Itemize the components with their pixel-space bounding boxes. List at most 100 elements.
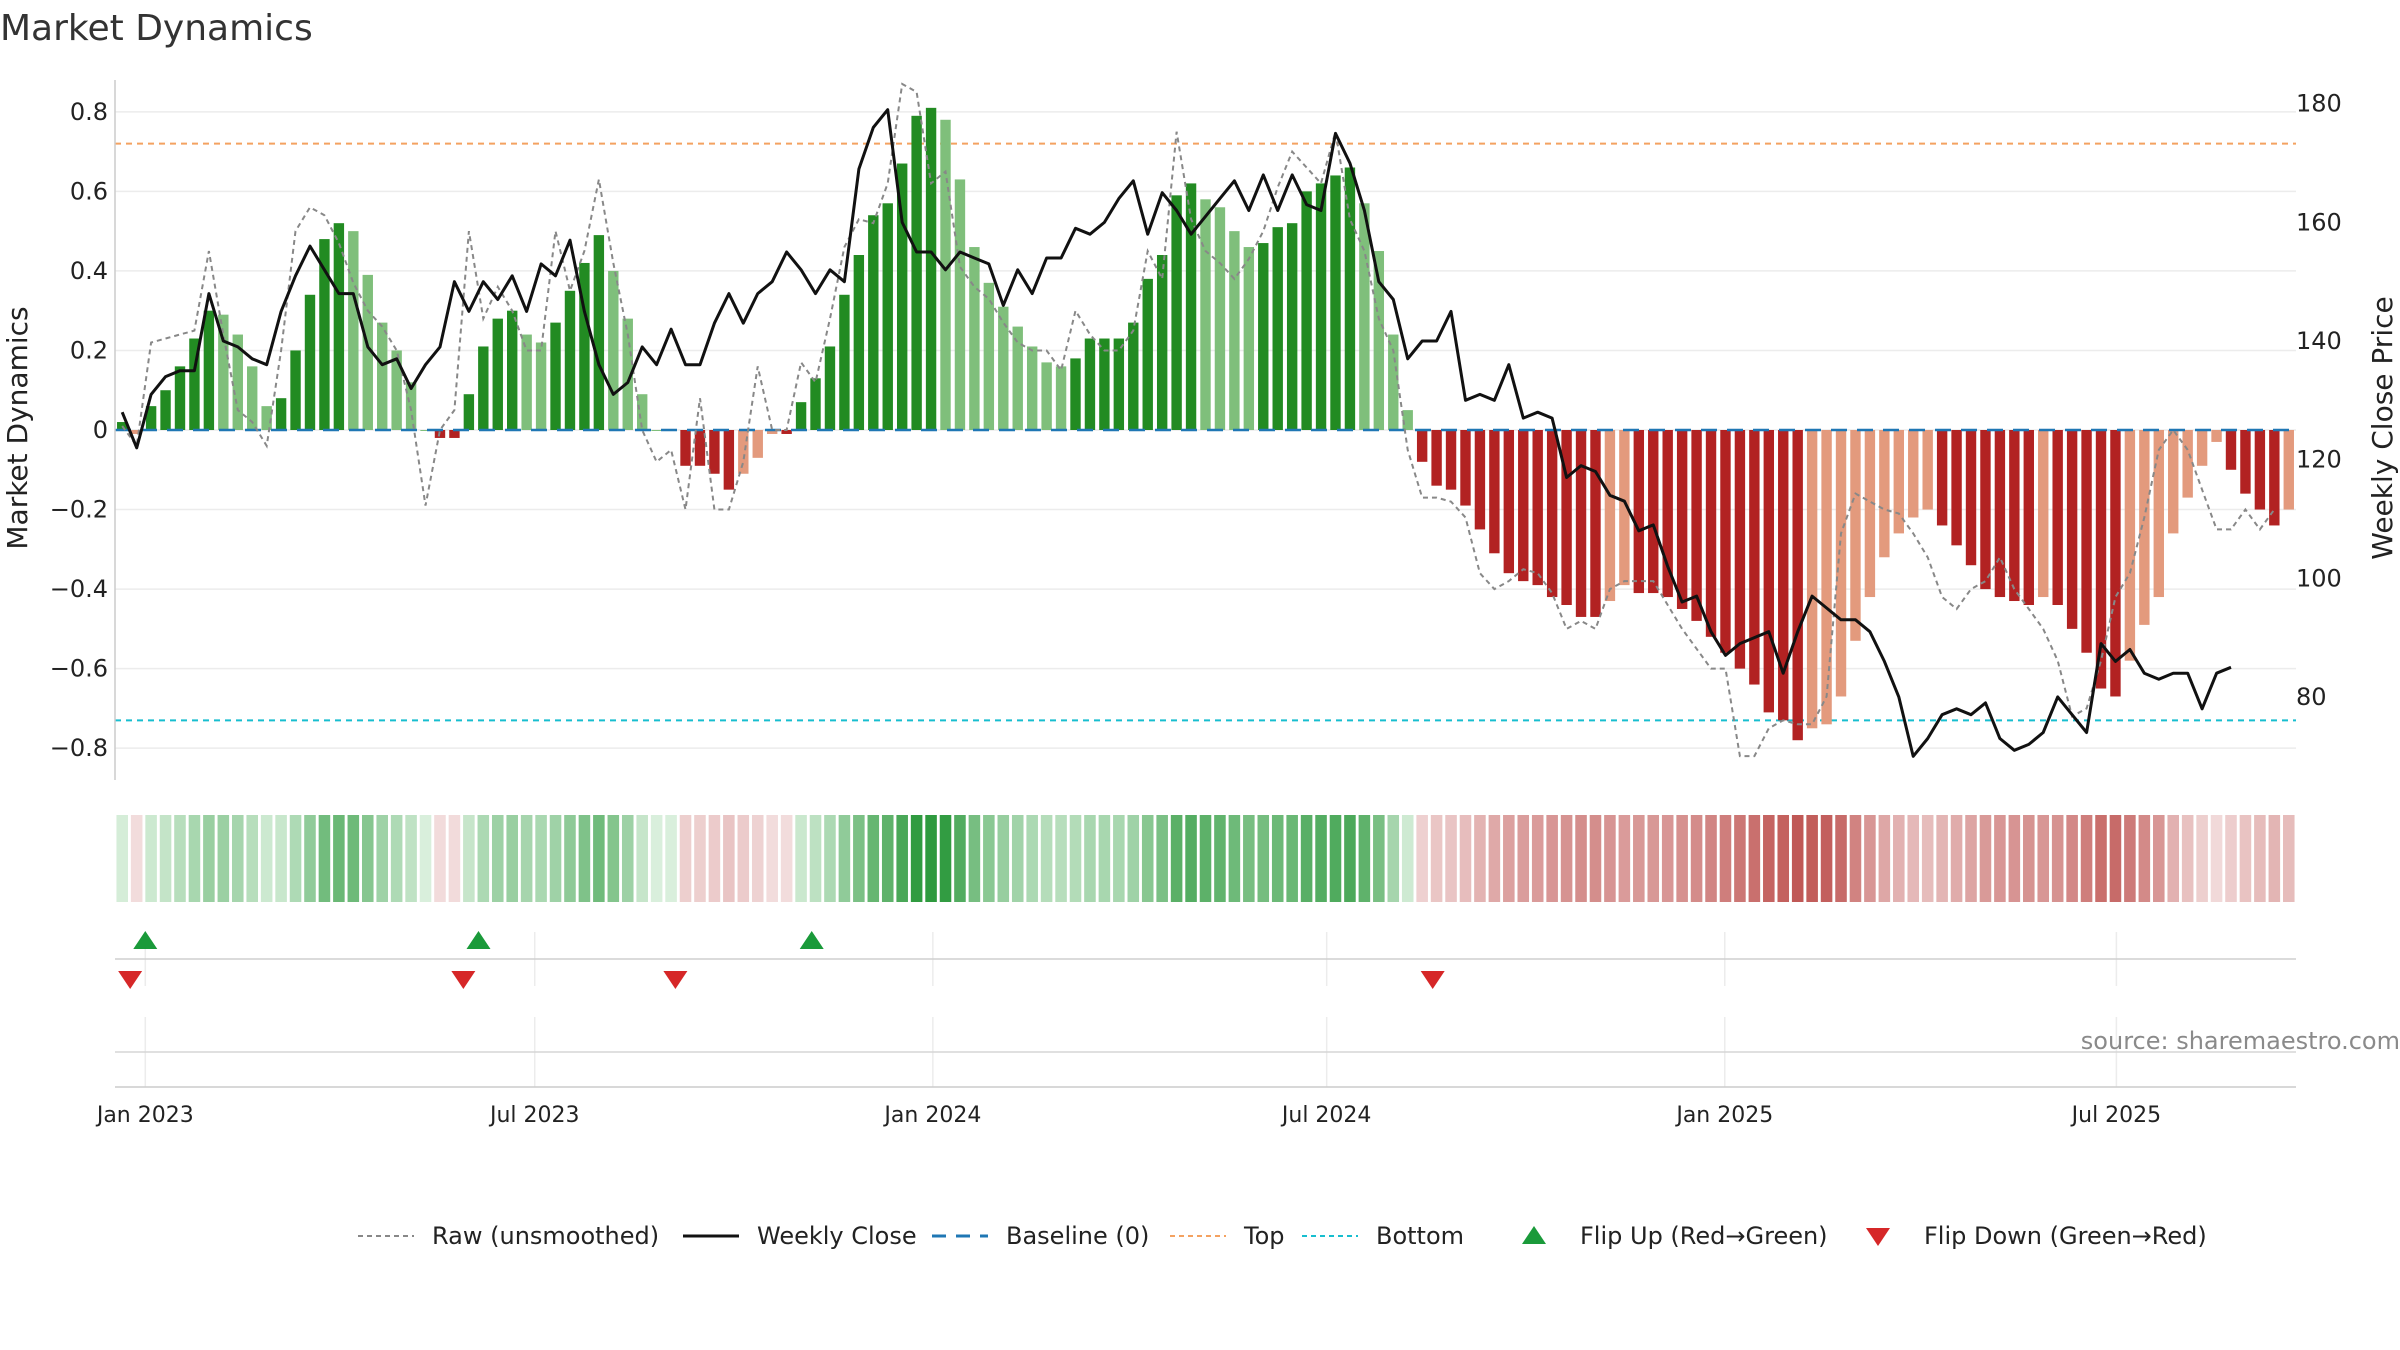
- heat-strip-cell: [1055, 815, 1067, 902]
- legend-label: Flip Up (Red→Green): [1580, 1222, 1828, 1250]
- heat-strip-cell: [434, 815, 446, 902]
- momentum-bar: [723, 430, 735, 490]
- x-tick-label: Jan 2023: [95, 1103, 194, 1128]
- y-tick-label-left: −0.6: [50, 655, 108, 683]
- momentum-bar: [535, 342, 547, 430]
- momentum-bar: [2269, 430, 2280, 526]
- heat-strip-cell: [2095, 815, 2107, 902]
- heat-strip-cell: [1546, 815, 1558, 902]
- momentum-bar: [752, 430, 763, 458]
- momentum-bar: [1518, 430, 1529, 582]
- left-axis: 0.8 0.6 0.4 0.2 0 −0.2 −0.4 −0.6 −0.8: [50, 80, 116, 780]
- momentum-bar: [1821, 430, 1832, 725]
- y-tick-label-right: 180: [2296, 90, 2342, 118]
- heat-strip-cell: [549, 815, 562, 902]
- momentum-bar: [1128, 322, 1139, 430]
- momentum-bar: [449, 430, 460, 438]
- heat-strip-cell: [1503, 815, 1515, 902]
- momentum-bar: [564, 290, 576, 430]
- momentum-bar: [1431, 430, 1442, 486]
- heat-strip-cell: [1315, 815, 1327, 902]
- heat-strip-cell: [477, 815, 490, 902]
- momentum-bar: [2196, 430, 2208, 466]
- raw-unsmoothed-line: [121, 82, 2276, 758]
- heat-strip-cell: [910, 815, 923, 902]
- heat-strip-cell: [246, 815, 258, 902]
- heat-strip-cell: [1950, 815, 1963, 902]
- heat-strip-cell: [174, 815, 186, 902]
- heat-strip-cell: [1199, 815, 1212, 902]
- momentum-bar: [925, 107, 937, 430]
- heat-strip-cell: [347, 815, 360, 902]
- momentum-bar: [1835, 430, 1847, 697]
- heat-strip-cell: [939, 815, 952, 902]
- heat-strip-cell: [448, 815, 461, 902]
- heat-strip-cell: [954, 815, 966, 902]
- bar-layer: [117, 107, 2294, 741]
- momentum-bar: [1344, 167, 1356, 430]
- heat-strip-cell: [1257, 815, 1270, 902]
- heat-strip-cell: [1936, 815, 1948, 902]
- legend-label: Flip Down (Green→Red): [1924, 1222, 2207, 1250]
- momentum-bar: [1778, 430, 1789, 721]
- momentum-bar: [492, 318, 503, 430]
- momentum-bar: [1402, 410, 1413, 430]
- momentum-bar: [1546, 430, 1558, 598]
- heat-strip-cell: [708, 815, 721, 902]
- flip-down-marker: [663, 971, 688, 989]
- momentum-bar: [2038, 430, 2049, 598]
- x-tick-label: Jan 2025: [1674, 1103, 1773, 1128]
- y-axis-label-right: Weekly Close Price: [2366, 296, 2399, 559]
- momentum-bar: [1893, 430, 1904, 534]
- momentum-bar: [1084, 338, 1096, 430]
- heat-strip-cell: [520, 815, 533, 902]
- momentum-bar: [160, 390, 171, 430]
- momentum-bar: [1171, 195, 1182, 430]
- heat-strip-cell: [1214, 815, 1226, 902]
- momentum-bar: [2081, 430, 2092, 653]
- heat-strip-cell: [1286, 815, 1298, 902]
- heat-strip-cell: [2254, 815, 2266, 902]
- momentum-bar: [1734, 430, 1746, 669]
- legend-label: Top: [1243, 1222, 1285, 1250]
- heat-strip-cell: [506, 815, 518, 902]
- right-axis: 180 160 140 120 100 80: [2296, 90, 2342, 711]
- momentum-bar: [1590, 430, 1601, 617]
- momentum-bar: [1763, 430, 1775, 713]
- momentum-bar: [1142, 278, 1153, 430]
- x-tick-label: Jul 2025: [2070, 1103, 2162, 1128]
- heat-strip-cell: [1416, 815, 1428, 902]
- momentum-bar: [651, 430, 662, 431]
- heat-strip-cell: [260, 815, 273, 902]
- weekly-close-line: [120, 108, 2232, 758]
- heat-strip-cell: [679, 815, 692, 902]
- heat-strip-cell: [130, 815, 143, 902]
- heat-strip-cell: [289, 815, 302, 902]
- momentum-bar: [824, 346, 836, 430]
- heat-strip-cell: [1430, 815, 1443, 902]
- y-tick-label-left: 0.2: [70, 336, 108, 364]
- momentum-bar: [2110, 430, 2121, 697]
- heat-strip-cell: [1965, 815, 1977, 902]
- momentum-bar: [1575, 430, 1587, 617]
- momentum-bar: [1012, 326, 1023, 430]
- heat-strip-cell: [1040, 815, 1053, 902]
- heat-strip-cell: [376, 815, 388, 902]
- heat-strip-cell: [1633, 815, 1645, 902]
- heat-strip-cell: [650, 815, 663, 902]
- heat-strip-cell: [2008, 815, 2021, 902]
- momentum-bar: [362, 274, 373, 430]
- momentum-bar: [954, 179, 966, 430]
- momentum-bar: [940, 119, 951, 430]
- flip-down-marker: [1420, 971, 1445, 989]
- heat-strip-cell: [1445, 815, 1457, 902]
- y-tick-label-left: 0.6: [70, 177, 108, 205]
- momentum-bar: [839, 294, 850, 430]
- legend-label: Baseline (0): [1006, 1222, 1149, 1250]
- momentum-bar: [1113, 338, 1125, 430]
- y-tick-label-right: 140: [2296, 327, 2342, 355]
- heat-strip-cell: [1849, 815, 1862, 902]
- legend-item: Flip Up (Red→Green): [1522, 1222, 1828, 1250]
- legend-label: Weekly Close: [757, 1222, 917, 1250]
- momentum-bar: [261, 406, 272, 430]
